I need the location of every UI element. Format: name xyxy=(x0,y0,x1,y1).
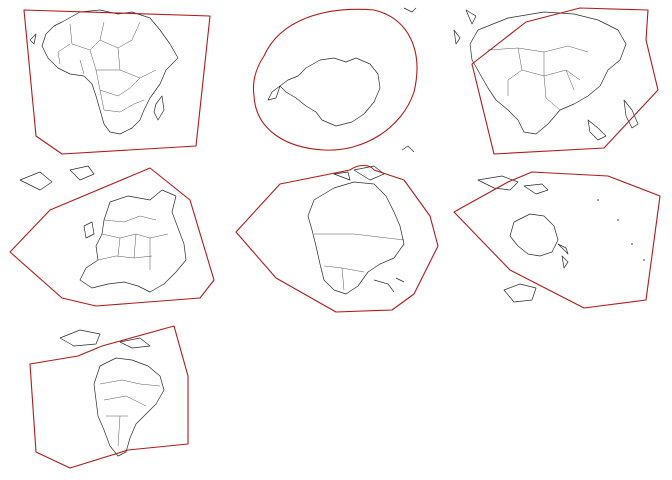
asia-region-outline xyxy=(471,7,659,155)
map-panel-south-america xyxy=(0,320,222,478)
europe-region-outline xyxy=(9,167,215,307)
oceania-landmass xyxy=(477,175,645,303)
map-panel-antarctica xyxy=(224,0,446,158)
europe-landmass xyxy=(19,165,187,293)
south-america-region-outline xyxy=(29,325,189,469)
antarctica-landmass xyxy=(267,7,417,153)
asia-landmass xyxy=(453,9,639,141)
north-america-landmass xyxy=(307,165,405,295)
antarctica-region-outline xyxy=(252,8,418,151)
map-panel-north-america xyxy=(224,160,446,318)
map-panel-europe xyxy=(0,160,222,318)
map-panel-africa xyxy=(0,0,222,158)
africa-region-outline xyxy=(23,9,211,155)
south-america-landmass xyxy=(59,329,165,457)
north-america-region-outline xyxy=(235,164,439,313)
africa-landmass xyxy=(29,9,179,135)
map-panel-oceania xyxy=(448,160,672,318)
oceania-region-outline xyxy=(453,171,661,309)
map-panel-asia xyxy=(448,0,672,158)
